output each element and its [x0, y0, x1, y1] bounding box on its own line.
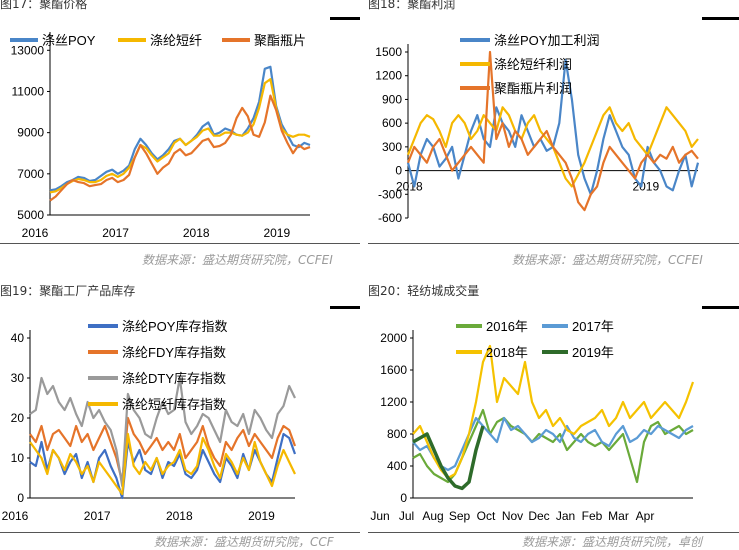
chart-svg: 0 400 800 1200 1600 2000 Jun Jul Aug Sep Oct Nov Dec…	[370, 319, 695, 523]
x-tick-label: Jan	[556, 509, 575, 523]
x-tick-label: Mar	[608, 509, 629, 523]
legend-label: 涤丝POY加工利润	[494, 33, 599, 48]
legend-label: 2017年	[572, 319, 614, 334]
y-tick-label: 40	[11, 331, 25, 345]
y-tick-label: 0	[400, 491, 407, 505]
legend-label: 涤纶DTY库存指数	[122, 371, 226, 386]
y-tick-label: -600	[378, 211, 402, 225]
y-tick-label: 20	[11, 411, 25, 425]
legend-label: 2016年	[486, 319, 528, 334]
y-tick-label: 900	[382, 92, 402, 106]
divider	[0, 532, 360, 533]
y-tick-label: -300	[378, 187, 402, 201]
divider	[368, 243, 739, 244]
x-tick-label: Jun	[370, 509, 389, 523]
source-note: 数据来源：盛达期货研究院，CCFEI	[142, 253, 333, 267]
y-tick-label: 300	[382, 140, 402, 154]
y-tick-label: 9000	[17, 126, 44, 140]
legend-label: 2018年	[486, 345, 528, 360]
x-tick-label: Aug	[422, 509, 443, 523]
y-tick-label: 2000	[380, 331, 407, 345]
legend-label: 聚酯瓶片利润	[494, 81, 572, 96]
legend-label: 涤丝POY	[42, 33, 96, 48]
x-tick-label: 2016	[2, 509, 29, 523]
x-tick-label: 2016	[22, 226, 49, 240]
series-line	[29, 432, 296, 496]
y-tick-label: 5000	[17, 208, 44, 222]
x-tick-label: 2018	[396, 180, 423, 194]
series-line	[412, 416, 694, 472]
chart-title: 图18：聚酯利润	[368, 0, 456, 11]
chart-inventory: 0 10 20 30 40 2016 2017 2018 2019 涤纶POY库存指数 涤纶FDY库…	[0, 290, 370, 535]
x-tick-label: Apr	[636, 509, 655, 523]
series-line	[406, 50, 699, 212]
divider	[368, 532, 739, 533]
legend-label: 涤纶短纤利润	[494, 57, 572, 72]
x-tick-label: Nov	[502, 509, 523, 523]
series-line	[49, 94, 311, 202]
source-note: 数据来源：盛达期货研究院，卓创	[522, 535, 703, 549]
divider	[0, 243, 360, 244]
series-line	[412, 408, 694, 484]
series-line	[412, 425, 485, 491]
y-tick-label: 1500	[375, 45, 402, 59]
title-rule	[702, 17, 739, 20]
legend-label: 涤纶FDY库存指数	[122, 345, 226, 360]
series-line	[412, 344, 695, 480]
x-tick-label: 2018	[183, 226, 210, 240]
chart-title: 图17：聚酯价格	[0, 0, 88, 11]
y-tick-label: 400	[387, 459, 407, 473]
chart-svg: 0 10 20 30 40 2016 2017 2018 2019 涤纶POY库存指数涤纶FDY库…	[2, 319, 297, 523]
y-tick-label: 1200	[380, 395, 407, 409]
y-tick-label: 13000	[11, 43, 45, 57]
x-tick-label: 2017	[102, 226, 129, 240]
x-tick-label: Oct	[477, 509, 496, 523]
legend-label: 聚酯瓶片	[254, 33, 306, 48]
x-tick-label: 2017	[84, 509, 111, 523]
y-tick-label: 1200	[375, 69, 402, 83]
source-note: 数据来源：盛达期货研究院，CCFEI	[512, 253, 703, 267]
legend-label: 涤纶短纤	[150, 33, 202, 48]
series-line	[49, 77, 311, 194]
legend-label: 涤纶POY库存指数	[122, 319, 227, 334]
legend-label: 2019年	[572, 345, 614, 360]
chart-svg: 5000 7000 9000 11000 13000 2016 2017 2018 2019 涤丝…	[10, 32, 311, 240]
chart-price: 5000 7000 9000 11000 13000 2016 2017 2018 2019 涤丝…	[0, 0, 370, 245]
title-rule	[330, 17, 360, 20]
title-rule	[702, 306, 739, 309]
y-tick-label: 11000	[12, 84, 45, 98]
y-tick-label: 10	[11, 451, 25, 465]
x-tick-label: Jul	[399, 509, 414, 523]
y-tick-label: 600	[382, 116, 402, 130]
title-rule	[330, 306, 360, 309]
legend-label: 涤纶短纤库存指数	[122, 397, 226, 412]
y-tick-label: 1600	[380, 363, 407, 377]
chart-volume: 0 400 800 1200 1600 2000 Jun Jul Aug Sep Oct Nov Dec…	[368, 290, 739, 535]
chart-profit: -600 -300 0 300 600 900 1200 1500 2018 2019 涤丝POY加…	[368, 0, 739, 245]
x-tick-label: Sep	[449, 509, 471, 523]
y-tick-label: 30	[11, 371, 25, 385]
series-line	[29, 416, 297, 484]
source-note: 数据来源：盛达期货研究院，CCF	[154, 535, 334, 549]
x-tick-label: Feb	[582, 509, 603, 523]
y-tick-label: 0	[395, 164, 402, 178]
x-tick-label: Dec	[528, 509, 549, 523]
x-tick-label: 2018	[166, 509, 193, 523]
y-tick-label: 800	[387, 427, 407, 441]
chart-title: 图20：轻纺城成交量	[368, 284, 480, 298]
x-tick-label: 2019	[263, 226, 290, 240]
chart-title: 图19：聚酯工厂产品库存	[0, 284, 136, 298]
y-tick-label: 7000	[17, 167, 44, 181]
y-tick-label: 0	[17, 491, 24, 505]
series-line	[29, 376, 296, 488]
x-tick-label: 2019	[248, 509, 275, 523]
